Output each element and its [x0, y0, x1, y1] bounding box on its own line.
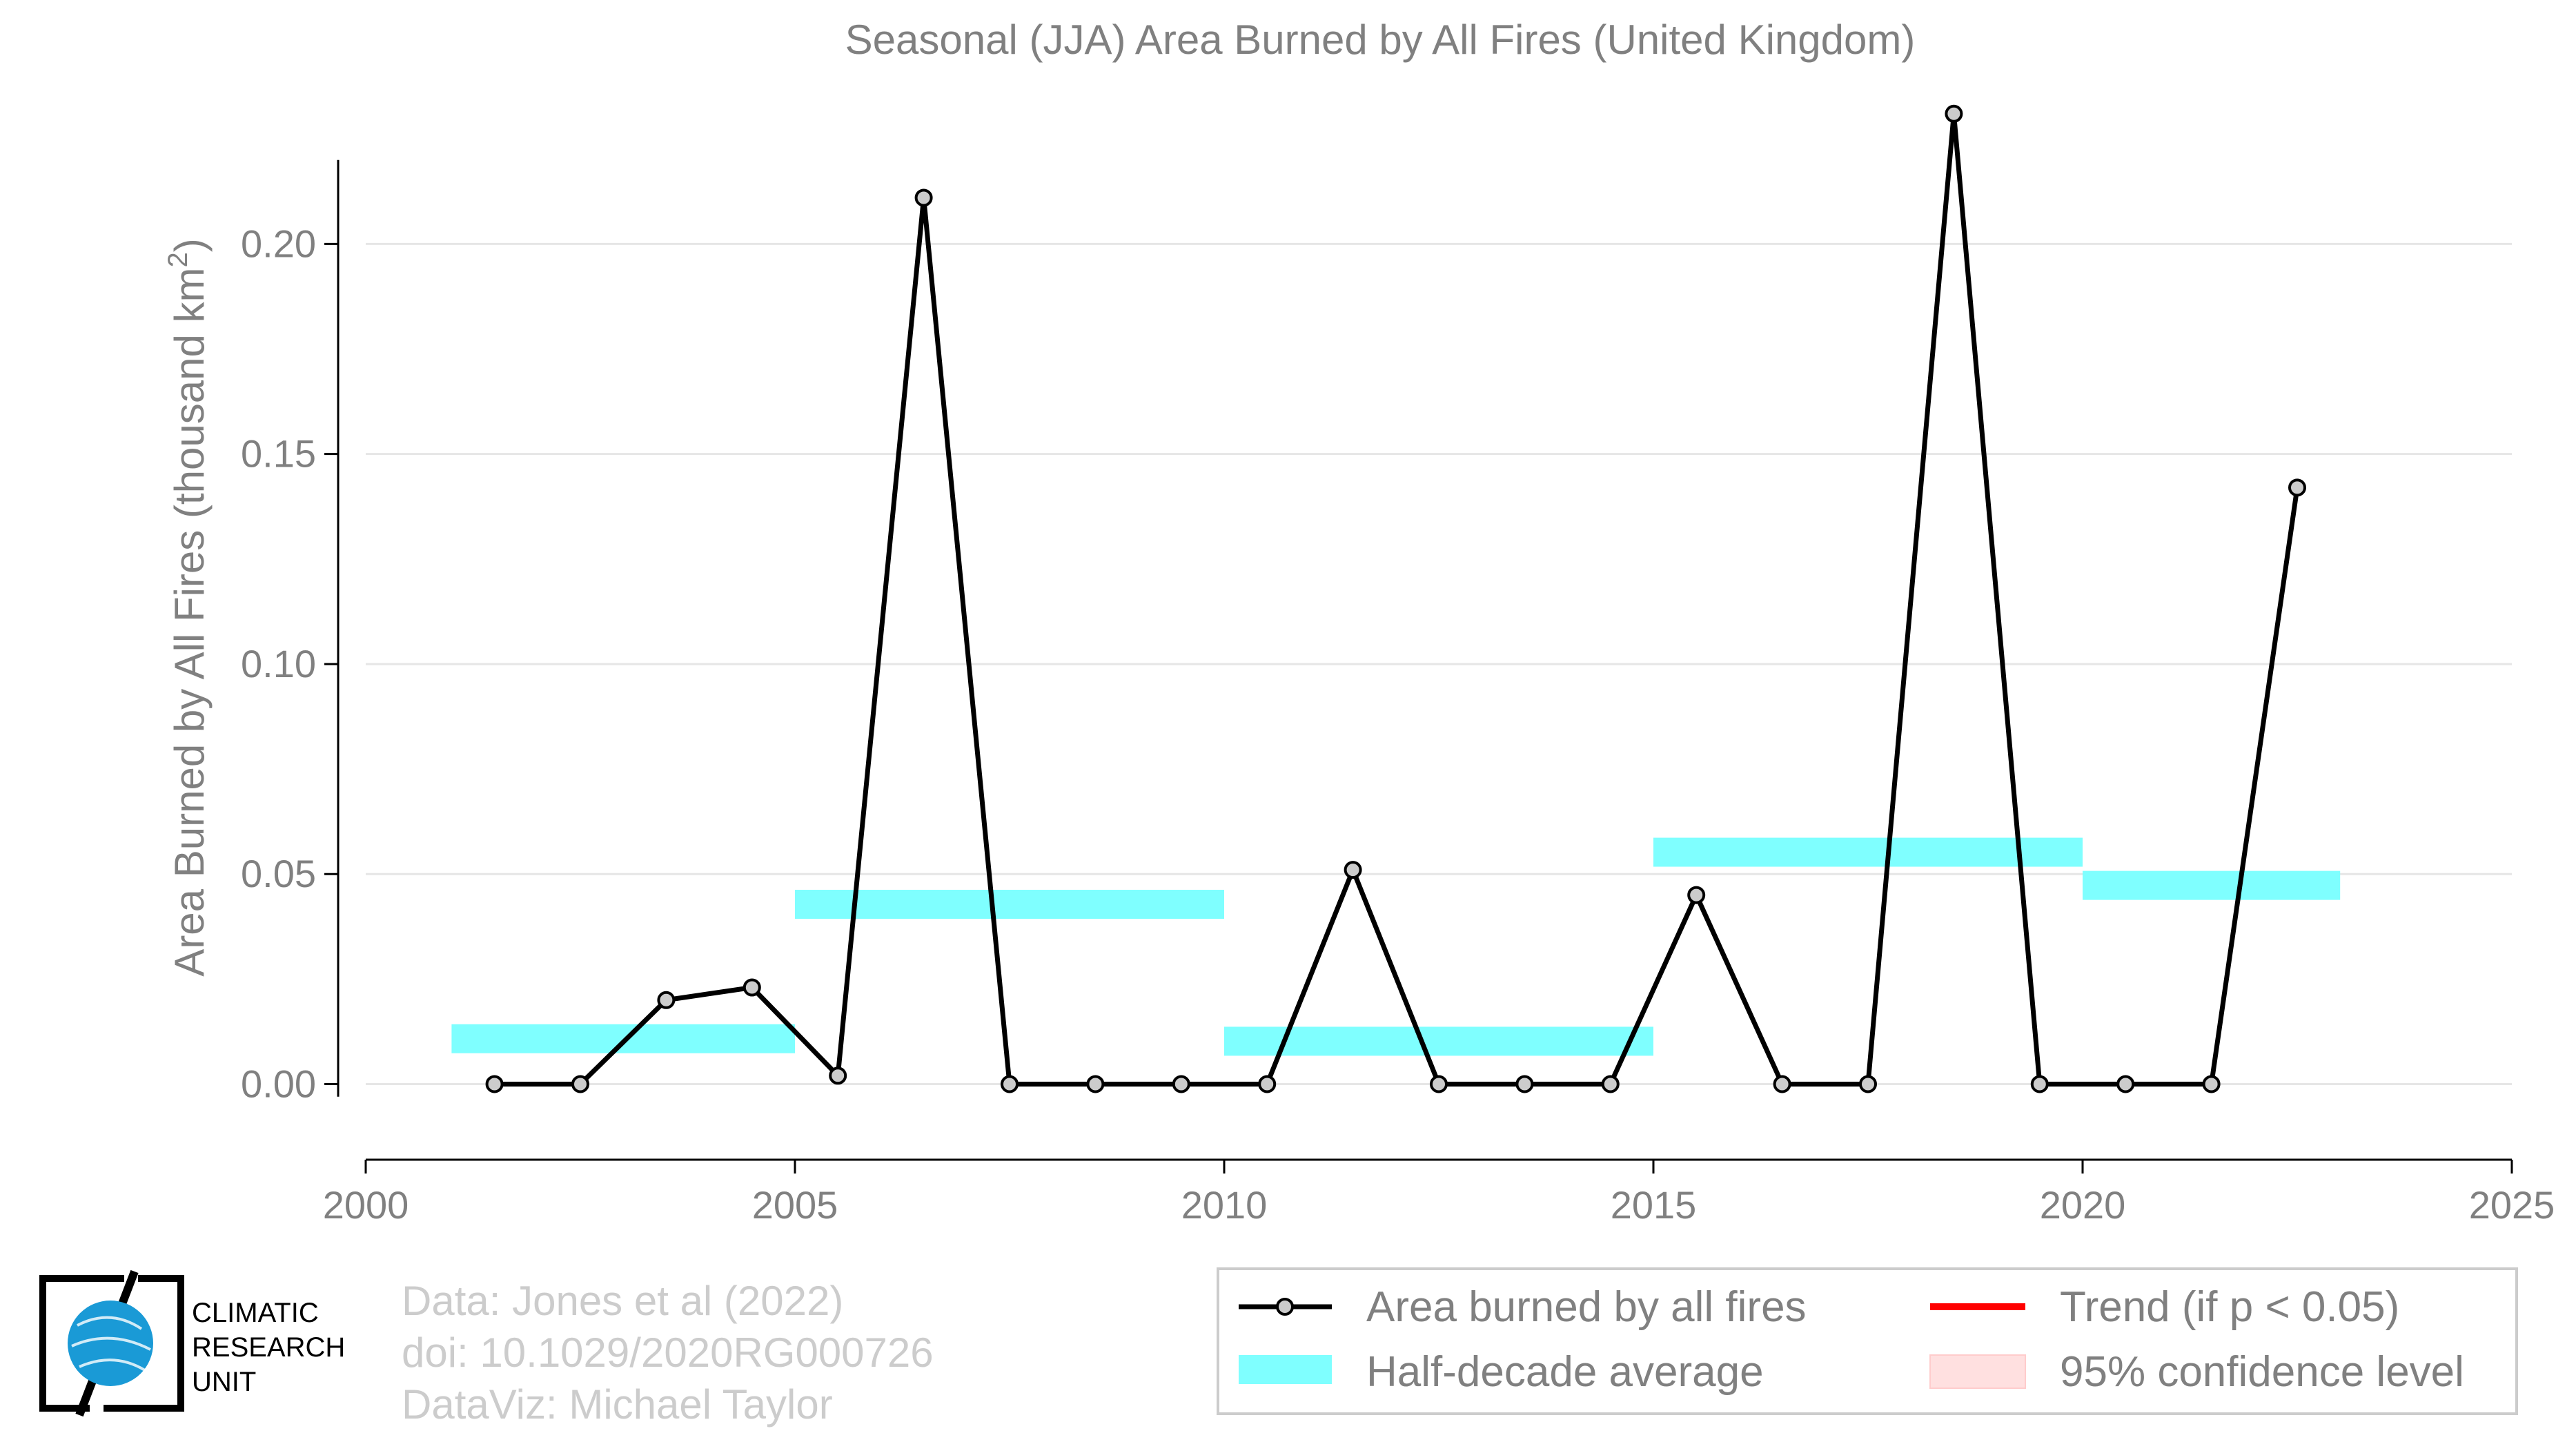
y-axis-label-end: ) [166, 238, 213, 252]
data-point-4 [829, 1067, 847, 1085]
credit-doi: doi: 10.1029/2020RG000726 [402, 1330, 934, 1376]
globe-swirl-icon [71, 1316, 151, 1372]
data-point-1 [571, 1075, 589, 1093]
data-point-2 [657, 991, 676, 1009]
credit-data: Data: Jones et al (2022) [402, 1278, 843, 1324]
data-point-6 [1001, 1075, 1019, 1093]
data-point-20 [2202, 1075, 2221, 1093]
data-point-9 [1258, 1075, 1277, 1093]
x-tick-label-1: 2005 [752, 1183, 838, 1227]
legend-label-trend: Trend (if p < 0.05) [2060, 1283, 2399, 1331]
data-point-7 [1086, 1075, 1105, 1093]
data-point-13 [1601, 1075, 1620, 1093]
x-tick-label-5: 2025 [2469, 1183, 2555, 1227]
credit-dataviz: DataViz: Michael Taylor [402, 1381, 833, 1428]
data-point-16 [1859, 1075, 1877, 1093]
legend-swatch-half-decade [1239, 1355, 1332, 1384]
grid-lines [366, 242, 2512, 1085]
data-point-14 [1687, 886, 1706, 904]
data-point-8 [1172, 1075, 1190, 1093]
legend-label-confidence: 95% confidence level [2060, 1348, 2464, 1396]
data-point-17 [1945, 104, 1963, 123]
x-tick-label-3: 2015 [1611, 1183, 1697, 1227]
y-tick-label-1: 0.05 [241, 852, 316, 895]
cru-logo: CLIMATIC RESEARCH UNIT [39, 1269, 345, 1417]
x-tick-labels: 2000 2005 2010 2015 2020 2025 [323, 1183, 2555, 1227]
legend-swatch-series-marker [1276, 1298, 1294, 1316]
y-tick-label-4: 0.20 [241, 222, 316, 265]
logo-text-line-1: CLIMATIC [192, 1298, 319, 1328]
logo-bracket-left-icon [39, 1275, 124, 1412]
y-tick-labels: 0.00 0.05 0.10 0.15 0.20 [241, 222, 316, 1105]
legend: Area burned by all fires Trend (if p < 0… [1217, 1267, 2518, 1415]
legend-label-half-decade: Half-decade average [1366, 1348, 1764, 1396]
data-point-10 [1344, 861, 1362, 879]
legend-swatch-confidence [1929, 1354, 2026, 1389]
data-point-3 [743, 978, 761, 997]
series-line-group [494, 111, 2300, 1087]
data-point-12 [1515, 1075, 1534, 1093]
legend-label-series: Area burned by all fires [1366, 1283, 1807, 1331]
logo-text-line-3: UNIT [192, 1367, 256, 1397]
data-point-11 [1430, 1075, 1448, 1093]
series-line [494, 111, 2300, 1087]
y-axis-label-superscript: 2 [163, 252, 193, 267]
logo-bracket-right-icon [104, 1275, 184, 1412]
credits: Data: Jones et al (2022) doi: 10.1029/20… [402, 1278, 934, 1428]
half-decade-bar-2 [1224, 1026, 1653, 1056]
y-tick-label-3: 0.15 [241, 432, 316, 476]
data-point-21 [2288, 478, 2306, 497]
data-points [485, 104, 2306, 1093]
half-decade-bars [451, 837, 2341, 1056]
data-point-0 [485, 1075, 504, 1093]
data-point-5 [914, 188, 933, 207]
data-point-19 [2116, 1075, 2135, 1093]
half-decade-bar-4 [2083, 870, 2341, 900]
x-tick-label-0: 2000 [323, 1183, 409, 1227]
x-tick-label-4: 2020 [2040, 1183, 2126, 1227]
axes [324, 159, 2513, 1174]
logo-text-line-2: RESEARCH [192, 1332, 345, 1363]
half-decade-bar-1 [795, 890, 1224, 919]
data-point-15 [1773, 1075, 1791, 1093]
y-tick-label-0: 0.00 [241, 1062, 316, 1105]
y-axis-label: Area Burned by All Fires (thousand km2) [163, 238, 213, 976]
legend-box [1217, 1267, 2518, 1415]
y-tick-label-2: 0.10 [241, 642, 316, 685]
chart-title: Seasonal (JJA) Area Burned by All Fires … [845, 17, 1916, 63]
x-tick-label-2: 2010 [1181, 1183, 1268, 1227]
data-point-18 [2030, 1075, 2049, 1093]
half-decade-bar-3 [1653, 837, 2083, 867]
